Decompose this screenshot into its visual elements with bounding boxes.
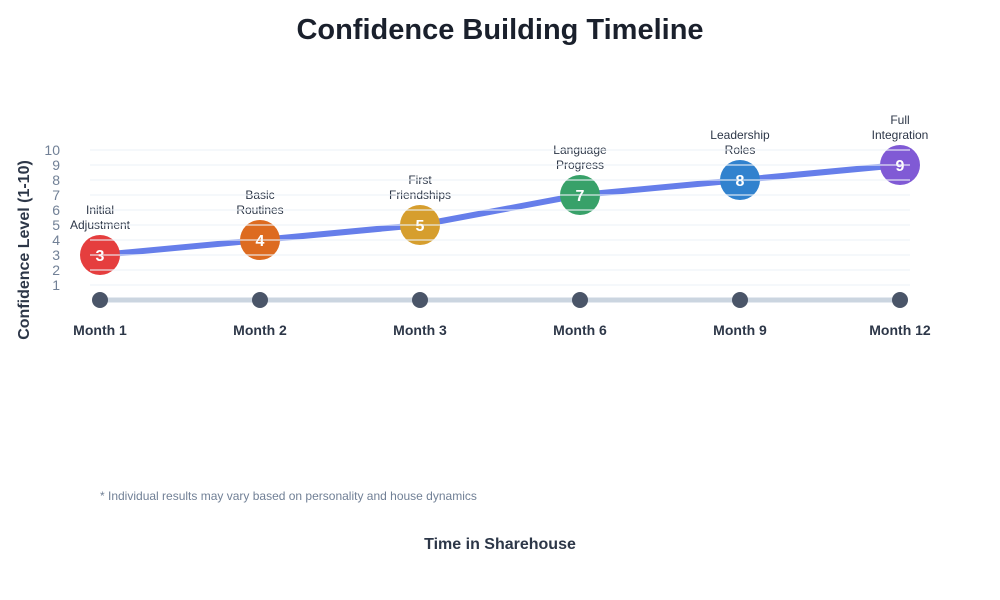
x-axis-label: Time in Sharehouse [424,536,576,553]
y-tick-label: 8 [52,172,60,188]
x-tick-label: Month 9 [713,322,767,338]
timeline-dot [412,292,428,308]
data-label: 9 [896,158,905,175]
chart-title: Confidence Building Timeline [296,14,704,46]
y-tick-label: 6 [52,202,60,218]
footnote: * Individual results may vary based on p… [100,489,477,503]
timeline-dot [92,292,108,308]
y-tick-label: 9 [52,157,60,173]
data-label: 8 [736,173,745,190]
y-tick-label: 3 [52,247,60,263]
timeline-dot [892,292,908,308]
timeline-dot [732,292,748,308]
y-tick-label: 10 [44,142,60,158]
x-tick-label: Month 2 [233,322,287,338]
data-label: 3 [96,248,105,265]
data-label: 5 [416,218,425,235]
timeline-dot [252,292,268,308]
point-annotation: Integration [872,128,929,142]
y-tick-label: 1 [52,277,60,293]
point-annotation: Full [890,113,909,127]
x-tick-label: Month 6 [553,322,607,338]
timeline-dot [572,292,588,308]
x-tick-label: Month 3 [393,322,447,338]
data-label: 7 [576,188,585,205]
y-tick-label: 2 [52,262,60,278]
data-label: 4 [256,233,265,250]
x-tick-label: Month 1 [73,322,127,338]
y-tick-label: 7 [52,187,60,203]
y-tick-label: 5 [52,217,60,233]
x-tick-label: Month 12 [869,322,931,338]
point-annotation: Leadership [710,128,770,142]
y-tick-label: 4 [52,232,60,248]
